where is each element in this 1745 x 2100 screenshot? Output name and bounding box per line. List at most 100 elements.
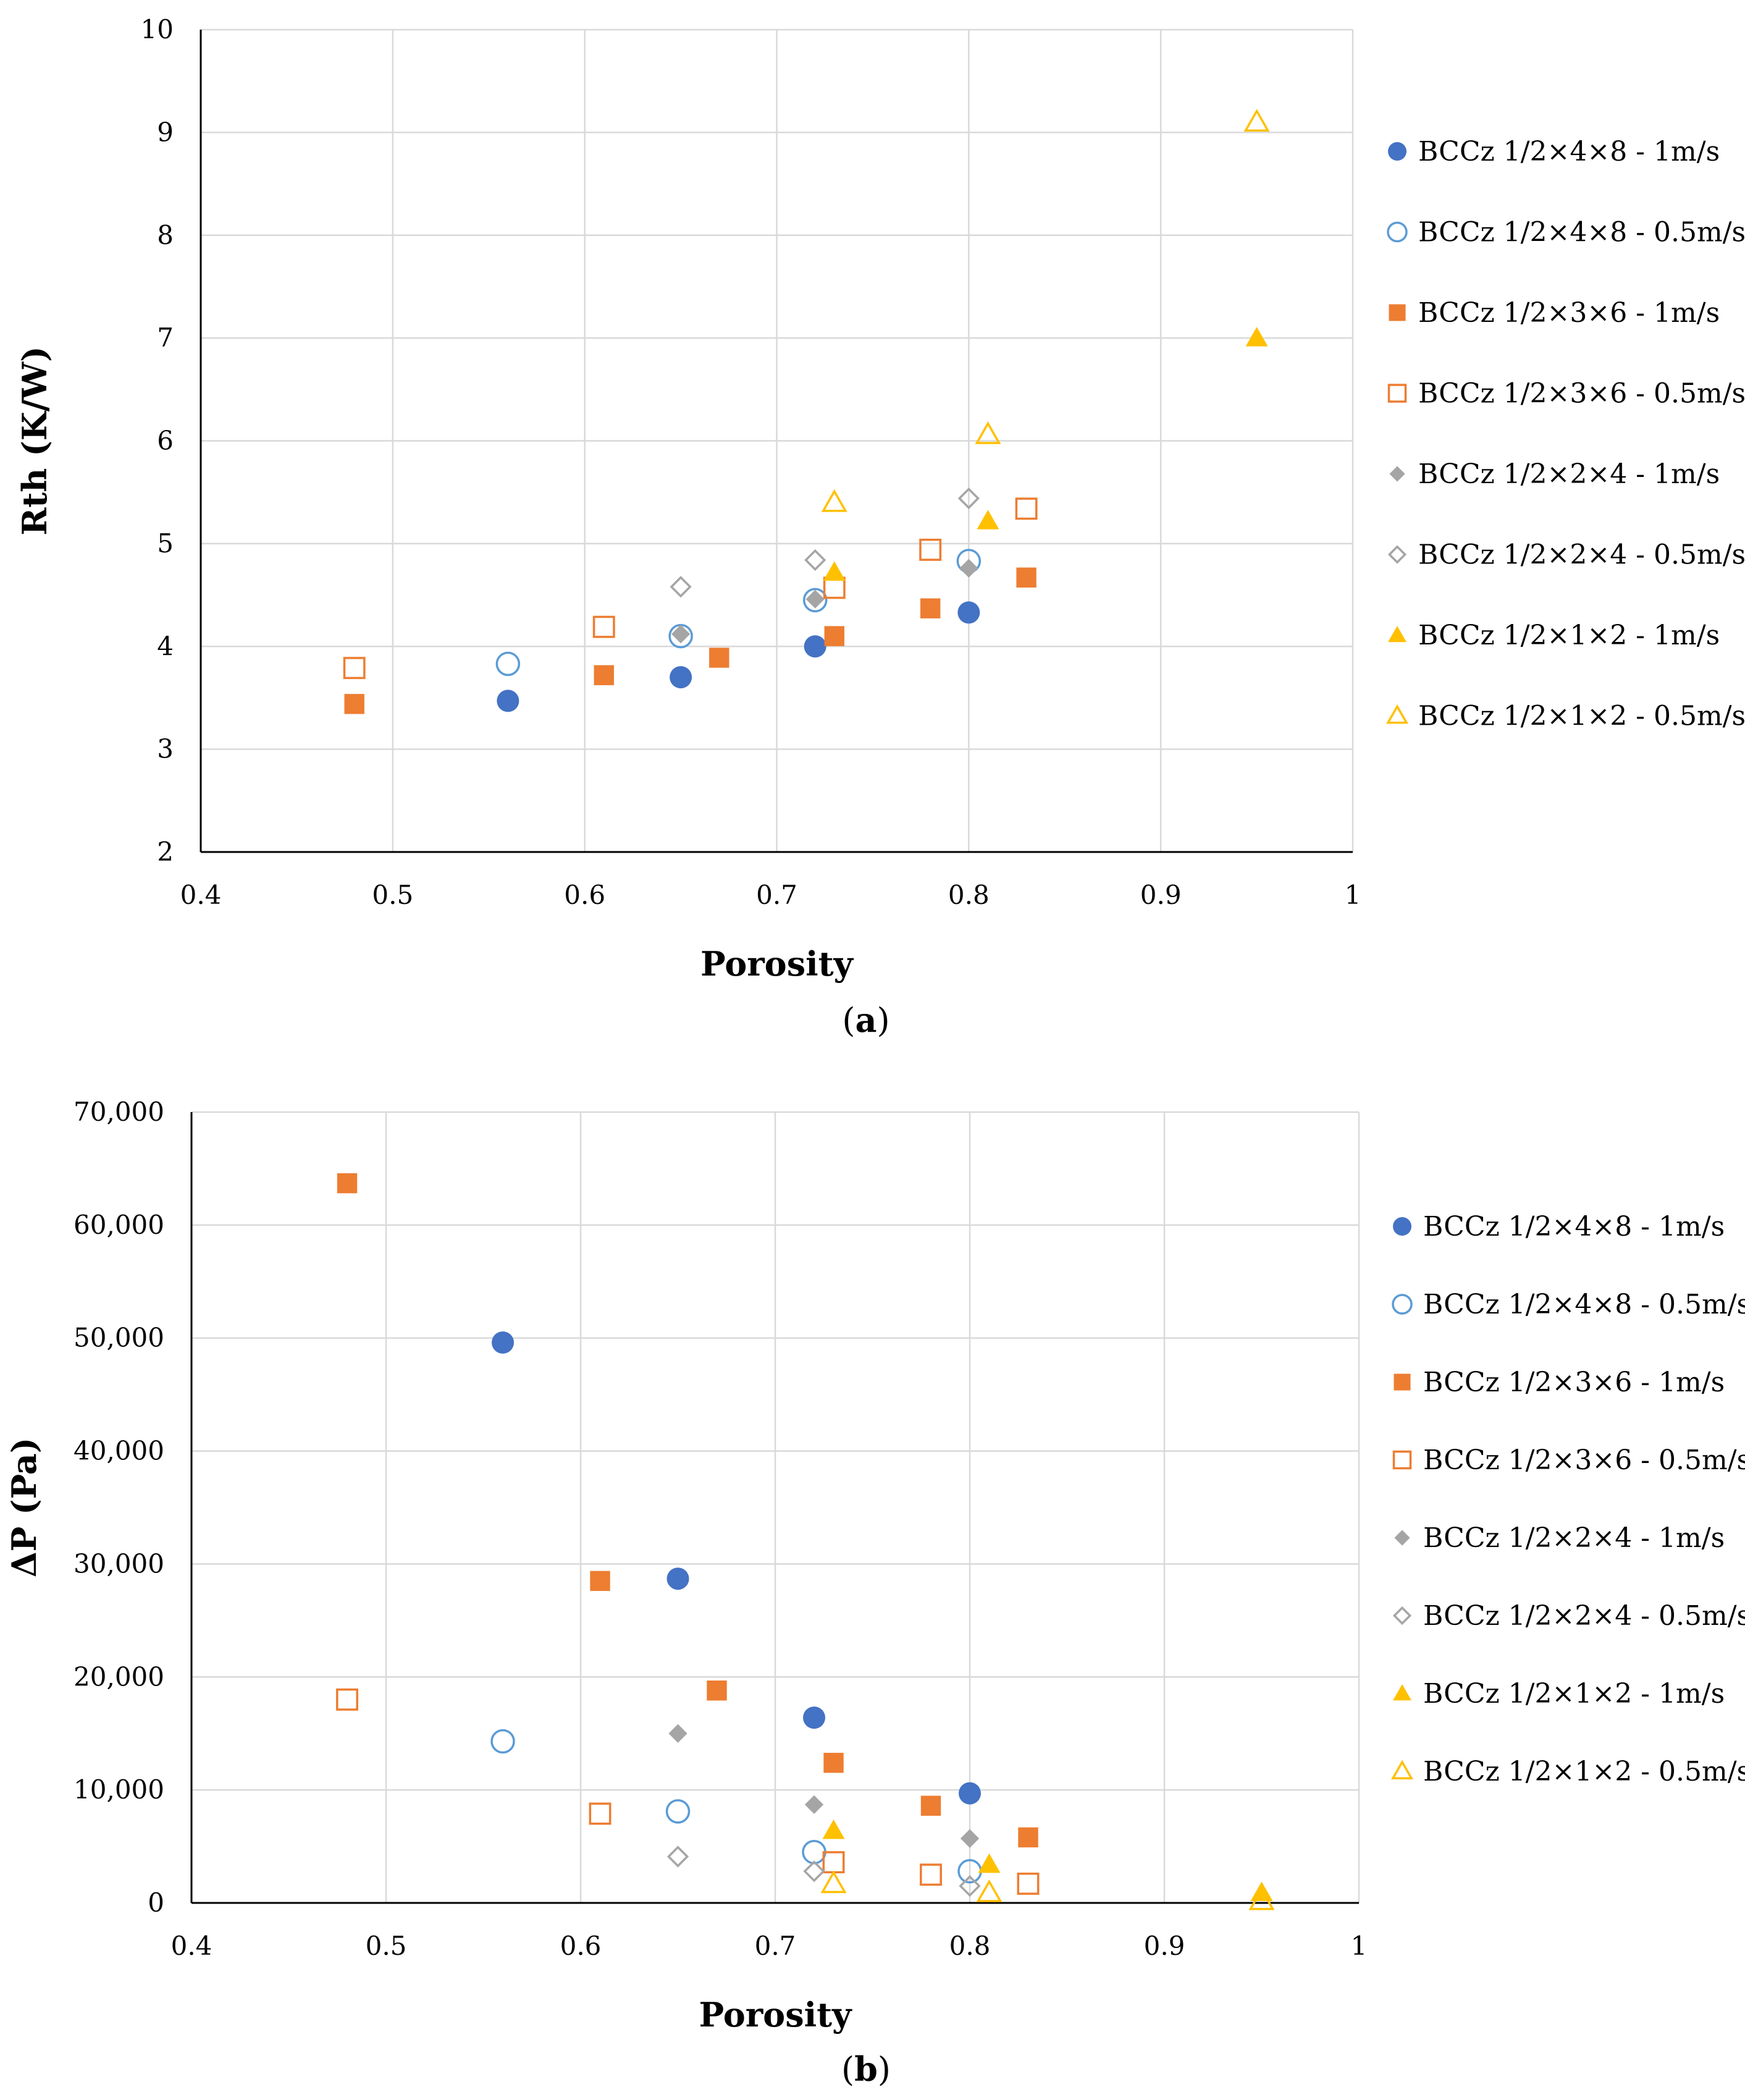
chart-b-legend-label: BCCz 1/2×4×8 - 1m/s [1423,1211,1725,1242]
chart-a-legend-marker-bccz-1-2-3-6-1m-s [1389,304,1406,321]
chart-a-y-tick-label: 3 [157,734,174,764]
chart-b-legend-marker-bccz-1-2-4-8-0-5m-s [1392,1294,1413,1315]
chart-a-point-bccz-1-2-4-8-0-5m-s [802,588,828,613]
chart-b-point-bccz-1-2-1-2-1m-s [978,1853,1001,1873]
chart-b-y-tick-label: 70,000 [74,1097,164,1127]
chart-b-x-tick-label: 0.4 [171,1931,212,1961]
chart-a-legend-marker-bccz-1-2-3-6-0-5m-s [1387,384,1407,403]
chart-b-legend-label: BCCz 1/2×3×6 - 1m/s [1423,1367,1725,1398]
chart-a-x-tick-label: 1 [1345,880,1361,910]
chart-b-legend-marker-bccz-1-2-3-6-1m-s [1394,1373,1411,1391]
chart-b-legend-marker-bccz-1-2-1-2-1m-s [1393,1684,1411,1701]
chart-a-x-tick-label: 0.8 [948,880,990,910]
chart-a-legend-label: BCCz 1/2×4×8 - 1m/s [1418,136,1720,167]
chart-b-x-tick-label: 0.9 [1144,1931,1185,1961]
chart-b-point-bccz-1-2-4-8-1m-s [492,1331,514,1354]
chart-a-point-bccz-1-2-1-2-0-5m-s [821,489,847,512]
chart-b-point-bccz-1-2-3-6-0-5m-s [589,1802,612,1825]
chart-a-point-bccz-1-2-2-4-0-5m-s [957,487,980,510]
chart-a-point-bccz-1-2-2-4-0-5m-s [670,576,692,598]
chart-a-x-tick-label: 0.9 [1140,880,1182,910]
chart-b-y-tick-label: 30,000 [74,1548,164,1579]
chart-a-legend-marker-bccz-1-2-2-4-0-5m-s [1387,545,1407,564]
chart-b-legend-marker-bccz-1-2-4-8-1m-s [1393,1217,1411,1236]
chart-b-point-bccz-1-2-1-2-0-5m-s [1248,1887,1275,1910]
chart-b-x-tick-label: 0.7 [755,1931,796,1961]
chart-a-y-tick-label: 8 [157,220,174,250]
chart-a-point-bccz-1-2-1-2-0-5m-s [1243,109,1270,132]
chart-a-point-bccz-1-2-3-6-0-5m-s [919,538,942,561]
chart-b-point-bccz-1-2-3-6-1m-s [590,1571,610,1592]
chart-a-point-bccz-1-2-1-2-1m-s [823,561,846,581]
panel-label-a: (a) [842,1000,889,1040]
chart-b-point-bccz-1-2-2-4-1m-s [668,1724,687,1743]
chart-a-y-tick-label: 7 [157,323,174,353]
chart-b-pressure-drop-vs-porosity: 0.4 0.5 0.6 0.7 0.8 0.9 1 0 10,000 20,000 30,000 40… [4,1097,1745,2035]
chart-a-y-tick-label: 4 [157,631,174,661]
chart-b-point-bccz-1-2-1-2-0-5m-s [820,1870,847,1894]
chart-a-point-bccz-1-2-3-6-1m-s [594,665,614,686]
chart-a-point-bccz-1-2-2-4-1m-s [805,589,825,609]
chart-b-y-tick-label: 20,000 [74,1661,164,1692]
chart-a-point-bccz-1-2-2-4-1m-s [671,625,691,644]
chart-a-y-tick-label: 5 [157,528,174,559]
chart-b-x-tick-label: 0.5 [366,1931,407,1961]
chart-a-legend-label: BCCz 1/2×2×4 - 1m/s [1418,458,1720,490]
chart-b-legend-label: BCCz 1/2×4×8 - 0.5m/s [1423,1289,1745,1320]
chart-a-legend-marker-bccz-1-2-2-4-1m-s [1389,466,1405,482]
chart-b-point-bccz-1-2-4-8-1m-s [803,1706,825,1729]
chart-b-point-bccz-1-2-4-8-1m-s [666,1567,689,1590]
chart-a-legend-label: BCCz 1/2×2×4 - 0.5m/s [1418,539,1745,571]
chart-a-point-bccz-1-2-3-6-0-5m-s [592,615,615,638]
chart-a-point-bccz-1-2-1-2-1m-s [977,510,999,529]
chart-a-point-bccz-1-2-3-6-1m-s [920,598,941,618]
chart-b-point-bccz-1-2-3-6-1m-s [920,1795,941,1816]
chart-b-point-bccz-1-2-1-2-1m-s [822,1819,845,1839]
chart-b-point-bccz-1-2-3-6-1m-s [1018,1827,1038,1848]
chart-b-point-bccz-1-2-2-4-0-5m-s [959,1874,981,1897]
chart-a-rth-vs-porosity: 0.4 0.5 0.6 0.7 0.8 0.9 1 2 3 4 5 6 7 8 9 10 Porosity Rth… [15,14,1745,984]
chart-b-point-bccz-1-2-3-6-0-5m-s [920,1863,942,1886]
chart-a-legend-marker-bccz-1-2-1-2-0-5m-s [1385,704,1409,724]
chart-b-x-axis-title: Porosity [699,1995,852,2035]
chart-a-point-bccz-1-2-4-8-1m-s [804,635,826,658]
chart-a-point-bccz-1-2-3-6-1m-s [1016,567,1036,588]
chart-a-point-bccz-1-2-1-2-0-5m-s [975,421,1001,444]
chart-b-point-bccz-1-2-2-4-0-5m-s [666,1845,689,1868]
chart-a-x-axis-title: Porosity [700,944,854,984]
chart-b-y-tick-label: 10,000 [74,1774,164,1805]
chart-b-y-tick-label: 60,000 [74,1210,164,1240]
chart-a-y-tick-label: 6 [157,426,174,456]
chart-a-point-bccz-1-2-4-8-1m-s [497,689,519,712]
chart-b-point-bccz-1-2-4-8-0-5m-s [665,1799,691,1824]
chart-b-y-tick-label: 50,000 [74,1323,164,1353]
chart-a-legend-label: BCCz 1/2×1×2 - 0.5m/s [1418,701,1745,732]
chart-b-point-bccz-1-2-3-6-1m-s [337,1173,358,1194]
chart-b-legend-marker-bccz-1-2-2-4-0-5m-s [1392,1606,1412,1626]
chart-a-legend-marker-bccz-1-2-4-8-0-5m-s [1387,221,1408,243]
chart-b-point-bccz-1-2-3-6-1m-s [707,1680,727,1701]
chart-b-x-tick-label: 1 [1351,1931,1368,1961]
chart-a-legend-marker-bccz-1-2-1-2-1m-s [1388,626,1407,643]
chart-b-point-bccz-1-2-3-6-0-5m-s [336,1688,358,1711]
chart-b-legend-label: BCCz 1/2×1×2 - 1m/s [1423,1678,1725,1710]
chart-b-legend-marker-bccz-1-2-3-6-0-5m-s [1392,1450,1412,1470]
chart-b-point-bccz-1-2-3-6-1m-s [823,1753,844,1773]
chart-a-legend-label: BCCz 1/2×3×6 - 0.5m/s [1418,378,1745,410]
chart-a-point-bccz-1-2-2-4-0-5m-s [804,549,826,571]
chart-a-point-bccz-1-2-3-6-0-5m-s [343,657,366,680]
chart-b-x-tick-label: 0.8 [949,1931,991,1961]
chart-a-point-bccz-1-2-2-4-1m-s [959,559,978,578]
chart-a-point-bccz-1-2-4-8-1m-s [957,601,980,624]
chart-b-point-bccz-1-2-4-8-1m-s [959,1782,981,1805]
chart-a-y-axis-title: Rth (K/W) [15,346,54,535]
chart-b-point-bccz-1-2-4-8-0-5m-s [802,1839,826,1865]
chart-b-legend-marker-bccz-1-2-2-4-1m-s [1394,1530,1410,1546]
chart-a-point-bccz-1-2-4-8-1m-s [670,666,692,689]
chart-a-x-tick-label: 0.4 [180,880,222,910]
chart-a-point-bccz-1-2-3-6-1m-s [824,626,844,646]
panel-label-b: (b) [841,2049,891,2089]
chart-b-y-tick-label: 0 [148,1887,164,1918]
chart-a-x-tick-label: 0.5 [372,880,413,910]
